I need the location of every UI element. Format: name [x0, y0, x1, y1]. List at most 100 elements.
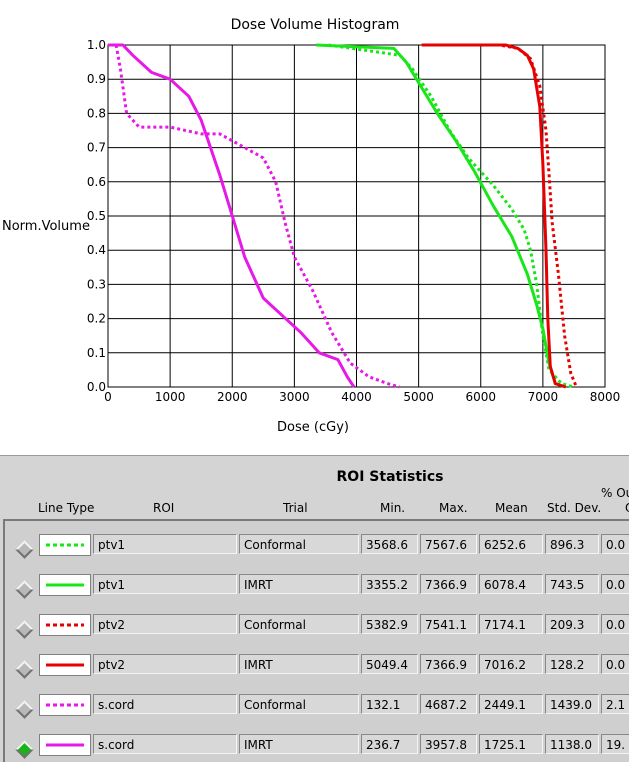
row-select-toggle[interactable]	[15, 540, 34, 559]
mean-cell: 6078.4	[479, 574, 543, 594]
x-tick-label: 1000	[155, 390, 186, 404]
max-cell: 7567.6	[420, 534, 477, 554]
x-tick-label: 5000	[403, 390, 434, 404]
y-tick-labels: 0.0 0.1 0.2 0.3 0.4 0.5 0.6 0.7 0.8 0.9 1.0	[87, 38, 106, 394]
series-line-s-cord-conformal	[114, 44, 400, 389]
x-tick-label: 0	[104, 390, 112, 404]
roi-cell: ptv1	[93, 574, 237, 594]
row-select-toggle[interactable]	[15, 620, 34, 639]
line-type-swatch	[39, 614, 91, 636]
max-cell: 7541.1	[420, 614, 477, 634]
std-dev-cell: 128.2	[545, 654, 599, 674]
mean-cell: 7174.1	[479, 614, 543, 634]
stats-row[interactable]: ptv1 Conformal 3568.6 7567.6 6252.6 896.3 0.0	[5, 530, 629, 570]
y-tick-label: 0.6	[87, 175, 106, 189]
max-cell: 3957.8	[420, 734, 477, 754]
min-cell: 236.7	[361, 734, 418, 754]
trial-cell: IMRT	[239, 574, 359, 594]
y-tick-label: 0.5	[87, 209, 106, 223]
dvh-chart: Dose Volume Histogram Norm.Volume Dose (…	[2, 17, 620, 435]
stats-row[interactable]: ptv2 Conformal 5382.9 7541.1 7174.1 209.3 0.0	[5, 610, 629, 650]
min-cell: 5382.9	[361, 614, 418, 634]
dvh-chart-panel: Dose Volume Histogram Norm.Volume Dose (…	[2, 17, 621, 435]
x-tick-label: 7000	[528, 390, 559, 404]
min-cell: 5049.4	[361, 654, 418, 674]
roi-statistics-panel: ROI Statistics Line Type ROI Trial Min. …	[0, 455, 629, 762]
std-dev-cell: 743.5	[545, 574, 599, 594]
trial-cell: Conformal	[239, 694, 359, 714]
mean-cell: 2449.1	[479, 694, 543, 714]
pct-out-cell: 2.1	[601, 694, 629, 714]
row-select-toggle[interactable]	[15, 740, 34, 759]
min-cell: 132.1	[361, 694, 418, 714]
y-tick-label: 0.7	[87, 141, 106, 155]
header-min: Min.	[380, 501, 406, 515]
min-cell: 3355.2	[361, 574, 418, 594]
x-tick-labels: 0 1000 2000 3000 4000 5000 6000 7000 8000	[104, 390, 620, 404]
stats-row[interactable]: s.cord IMRT 236.7 3957.8 1725.1 1138.0 19.	[5, 730, 629, 762]
header-mean: Mean	[495, 501, 528, 515]
header-std-dev: Std. Dev.	[547, 501, 602, 515]
min-cell: 3568.6	[361, 534, 418, 554]
trial-cell: Conformal	[239, 534, 359, 554]
stats-rows: ptv1 Conformal 3568.6 7567.6 6252.6 896.3 0.0 p…	[3, 519, 629, 762]
y-tick-label: 1.0	[87, 38, 106, 52]
row-select-toggle[interactable]	[15, 580, 34, 599]
mean-cell: 6252.6	[479, 534, 543, 554]
line-type-swatch	[39, 574, 91, 596]
trial-cell: IMRT	[239, 654, 359, 674]
x-tick-label: 3000	[279, 390, 310, 404]
header-trial: Trial	[283, 501, 308, 515]
trial-cell: IMRT	[239, 734, 359, 754]
x-tick-label: 2000	[217, 390, 248, 404]
y-tick-label: 0.9	[87, 72, 106, 86]
line-type-swatch	[39, 534, 91, 556]
roi-cell: ptv2	[93, 654, 237, 674]
x-axis-label: Dose (cGy)	[277, 420, 349, 435]
std-dev-cell: 1439.0	[545, 694, 599, 714]
chart-series	[108, 43, 578, 389]
series-line-ptv2-imrt	[421, 43, 567, 389]
row-select-toggle[interactable]	[15, 700, 34, 719]
max-cell: 4687.2	[420, 694, 477, 714]
roi-cell: s.cord	[93, 694, 237, 714]
series-line-ptv1-imrt	[316, 43, 567, 389]
series-line-s-cord-imrt	[108, 43, 356, 388]
pct-out-cell: 0.0	[601, 614, 629, 634]
pct-out-cell: 0.0	[601, 534, 629, 554]
line-type-swatch	[39, 734, 91, 756]
y-tick-label: 0.3	[87, 277, 106, 291]
mean-cell: 7016.2	[479, 654, 543, 674]
std-dev-cell: 896.3	[545, 534, 599, 554]
max-cell: 7366.9	[420, 574, 477, 594]
pct-out-cell: 19.	[601, 734, 629, 754]
roi-cell: ptv1	[93, 534, 237, 554]
y-tick-label: 0.4	[87, 243, 106, 257]
y-tick-label: 0.0	[87, 380, 106, 394]
row-select-toggle[interactable]	[15, 660, 34, 679]
stats-row[interactable]: ptv2 IMRT 5049.4 7366.9 7016.2 128.2 0.0	[5, 650, 629, 690]
max-cell: 7366.9	[420, 654, 477, 674]
std-dev-cell: 209.3	[545, 614, 599, 634]
roi-cell: s.cord	[93, 734, 237, 754]
std-dev-cell: 1138.0	[545, 734, 599, 754]
y-tick-label: 0.2	[87, 312, 106, 326]
roi-cell: ptv2	[93, 614, 237, 634]
x-tick-label: 6000	[465, 390, 496, 404]
stats-row[interactable]: s.cord Conformal 132.1 4687.2 2449.1 1439.0 2.…	[5, 690, 629, 730]
stats-title: ROI Statistics	[336, 469, 444, 485]
header-roi: ROI	[153, 501, 175, 515]
header-max: Max.	[439, 501, 468, 515]
x-tick-label: 4000	[341, 390, 372, 404]
pct-out-cell: 0.0	[601, 654, 629, 674]
chart-grid	[107, 44, 606, 388]
x-tick-label: 8000	[590, 390, 621, 404]
mean-cell: 1725.1	[479, 734, 543, 754]
y-tick-label: 0.8	[87, 106, 106, 120]
stats-row[interactable]: ptv1 IMRT 3355.2 7366.9 6078.4 743.5 0.0	[5, 570, 629, 610]
trial-cell: Conformal	[239, 614, 359, 634]
header-pct-out-2: O	[625, 501, 629, 515]
header-pct-out: % Ou	[601, 486, 629, 500]
y-tick-label: 0.1	[87, 346, 106, 360]
chart-title: Dose Volume Histogram	[231, 17, 400, 33]
